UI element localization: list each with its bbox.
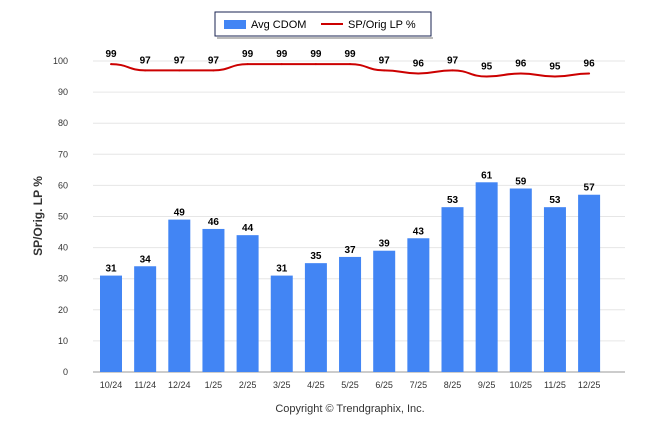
x-tick-label: 6/25 <box>375 380 393 390</box>
x-tick-label: 8/25 <box>444 380 462 390</box>
line-data-label: 97 <box>140 55 152 66</box>
line-data-label: 99 <box>105 49 117 60</box>
y-axis-label: SP/Orig. LP % <box>31 176 45 256</box>
bar-data-label: 57 <box>584 183 596 194</box>
bar <box>339 256 362 372</box>
line-data-label: 97 <box>447 55 459 66</box>
bar-data-label: 46 <box>208 217 220 228</box>
line-data-label: 95 <box>549 62 561 73</box>
line-point <box>588 72 591 75</box>
bar <box>441 207 464 372</box>
bar-data-label: 49 <box>174 208 186 219</box>
legend-label-line: SP/Orig LP % <box>348 19 416 31</box>
line-point <box>280 63 283 66</box>
line-data-label: 99 <box>242 49 254 60</box>
x-tick-label: 11/24 <box>134 380 156 390</box>
bar-data-label: 44 <box>242 223 254 234</box>
line-data-label: 97 <box>379 55 391 66</box>
bar <box>373 250 396 372</box>
x-tick-label: 10/25 <box>510 380 533 390</box>
bar-data-label: 31 <box>276 264 288 275</box>
y-tick-label: 0 <box>63 367 68 377</box>
legend-swatch-bar <box>224 20 246 29</box>
bar <box>270 275 293 372</box>
y-tick-label: 80 <box>58 118 68 128</box>
bar <box>202 228 225 372</box>
y-tick-label: 40 <box>58 243 68 253</box>
line-data-label: 99 <box>310 49 322 60</box>
x-tick-label: 7/25 <box>410 380 428 390</box>
line-point <box>314 63 317 66</box>
x-tick-label: 5/25 <box>341 380 359 390</box>
x-tick-label: 12/25 <box>578 380 601 390</box>
y-tick-label: 90 <box>58 87 68 97</box>
y-tick-label: 10 <box>58 336 68 346</box>
line-data-label: 99 <box>276 49 288 60</box>
line-point <box>519 72 522 75</box>
y-tick-label: 60 <box>58 180 68 190</box>
bar <box>236 235 259 372</box>
line-data-label: 97 <box>174 55 186 66</box>
line-point <box>451 69 454 72</box>
bar-data-label: 35 <box>310 251 322 262</box>
bar-data-label: 59 <box>515 177 527 188</box>
bar-data-label: 61 <box>481 170 493 181</box>
copyright: Copyright © Trendgraphix, Inc. <box>275 403 424 415</box>
bar-data-label: 34 <box>140 254 152 265</box>
y-tick-label: 100 <box>53 56 68 66</box>
line-point <box>485 75 488 78</box>
line-data-label: 99 <box>344 49 356 60</box>
line-data-label: 96 <box>413 58 425 69</box>
y-tick-label: 70 <box>58 149 68 159</box>
x-tick-label: 2/25 <box>239 380 257 390</box>
y-tick-label: 30 <box>58 274 68 284</box>
line-data-label: 96 <box>515 58 527 69</box>
y-tick-label: 50 <box>58 212 68 222</box>
bar <box>543 207 566 372</box>
x-tick-label: 9/25 <box>478 380 496 390</box>
line-point <box>178 69 181 72</box>
line-data-label: 96 <box>584 58 596 69</box>
line-data-label: 95 <box>481 62 493 73</box>
bar-data-label: 37 <box>344 245 356 256</box>
line-point <box>212 69 215 72</box>
line-point <box>144 69 147 72</box>
legend-label-bar: Avg CDOM <box>251 19 306 31</box>
bar <box>509 188 532 372</box>
line-point <box>553 75 556 78</box>
bar <box>475 182 498 372</box>
line-point <box>383 69 386 72</box>
bar-data-label: 39 <box>379 239 391 250</box>
line-point <box>349 63 352 66</box>
x-tick-label: 3/25 <box>273 380 291 390</box>
line-point <box>110 63 112 66</box>
x-tick-label: 10/24 <box>100 380 123 390</box>
bar <box>407 238 430 372</box>
bar <box>134 266 157 372</box>
bar-data-label: 43 <box>413 226 425 237</box>
x-tick-label: 12/24 <box>168 380 191 390</box>
x-tick-label: 11/25 <box>544 380 566 390</box>
bar-data-label: 53 <box>549 195 561 206</box>
bar <box>304 263 327 372</box>
x-tick-label: 1/25 <box>205 380 223 390</box>
legend: Avg CDOM SP/Orig LP % <box>214 11 433 39</box>
bar-data-label: 53 <box>447 195 459 206</box>
line-point <box>417 72 420 75</box>
x-tick-label: 4/25 <box>307 380 325 390</box>
y-tick-label: 20 <box>58 305 68 315</box>
line-data-label: 97 <box>208 55 220 66</box>
bar-data-label: 31 <box>105 264 117 275</box>
bar <box>578 194 601 372</box>
bar <box>168 219 191 372</box>
bar <box>100 275 122 372</box>
line-point <box>246 63 249 66</box>
